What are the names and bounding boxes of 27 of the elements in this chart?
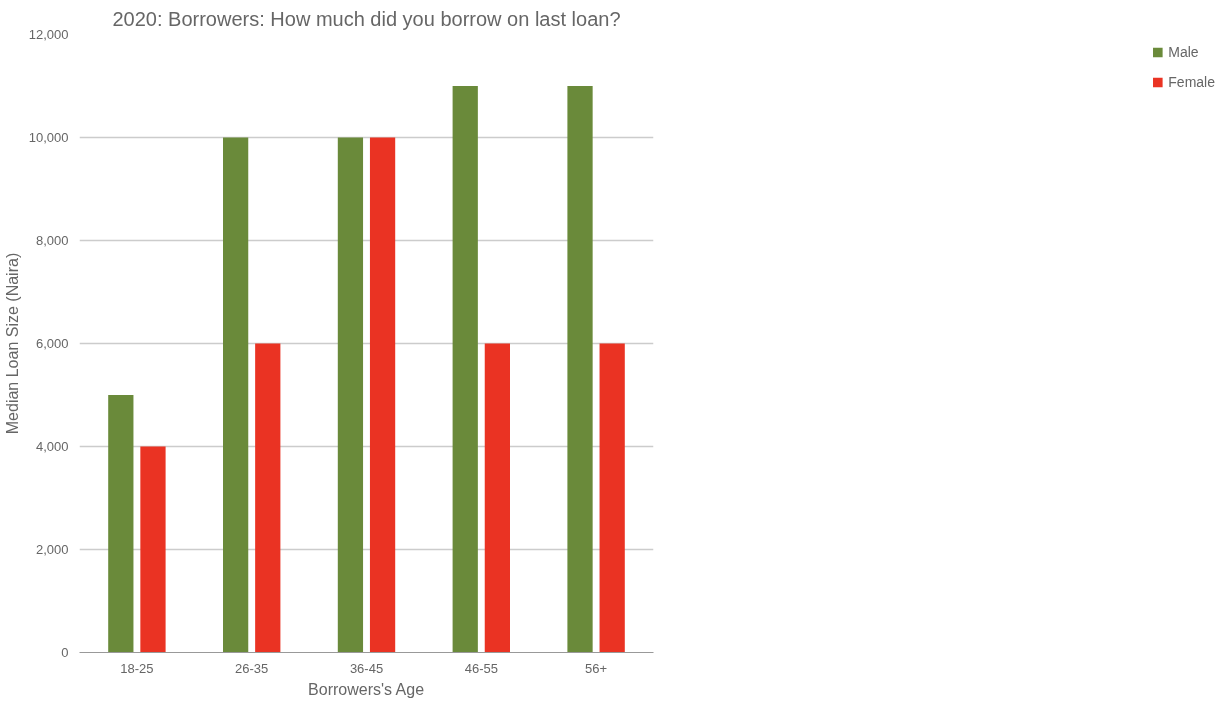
- y-tick-label: 6,000: [35, 336, 69, 351]
- y-tick-label: 4,000: [35, 439, 69, 454]
- chart-title: 2020: Borrowers: How much did you borrow on last loan?: [112, 7, 621, 30]
- y-tick-label: 8,000: [35, 233, 69, 248]
- bar: [599, 343, 625, 653]
- bar: [452, 86, 478, 653]
- x-tick-label: 46-55: [464, 660, 498, 676]
- bar: [567, 86, 593, 653]
- x-axis-title: Borrowers's Age: [308, 680, 425, 698]
- x-tick-label: 18-25: [120, 660, 154, 676]
- x-tick-label: 26-35: [235, 660, 269, 676]
- bar: [223, 137, 249, 653]
- legend-label: Male: [1168, 44, 1199, 60]
- bar: [108, 395, 134, 653]
- x-tick-label: 56+: [585, 660, 608, 676]
- legend-label: Female: [1168, 74, 1215, 90]
- y-tick-label: 0: [61, 645, 69, 660]
- x-tick-label: 36-45: [349, 660, 384, 676]
- bar: [484, 343, 510, 653]
- y-tick-label: 12,000: [28, 27, 69, 42]
- bar: [369, 137, 396, 653]
- y-axis-title: Median Loan Size (Naira): [3, 252, 21, 435]
- y-tick-label: 10,000: [28, 130, 69, 145]
- y-tick-label: 2,000: [35, 542, 69, 557]
- bar: [255, 343, 281, 653]
- bar: [337, 137, 364, 653]
- bar: [140, 446, 166, 653]
